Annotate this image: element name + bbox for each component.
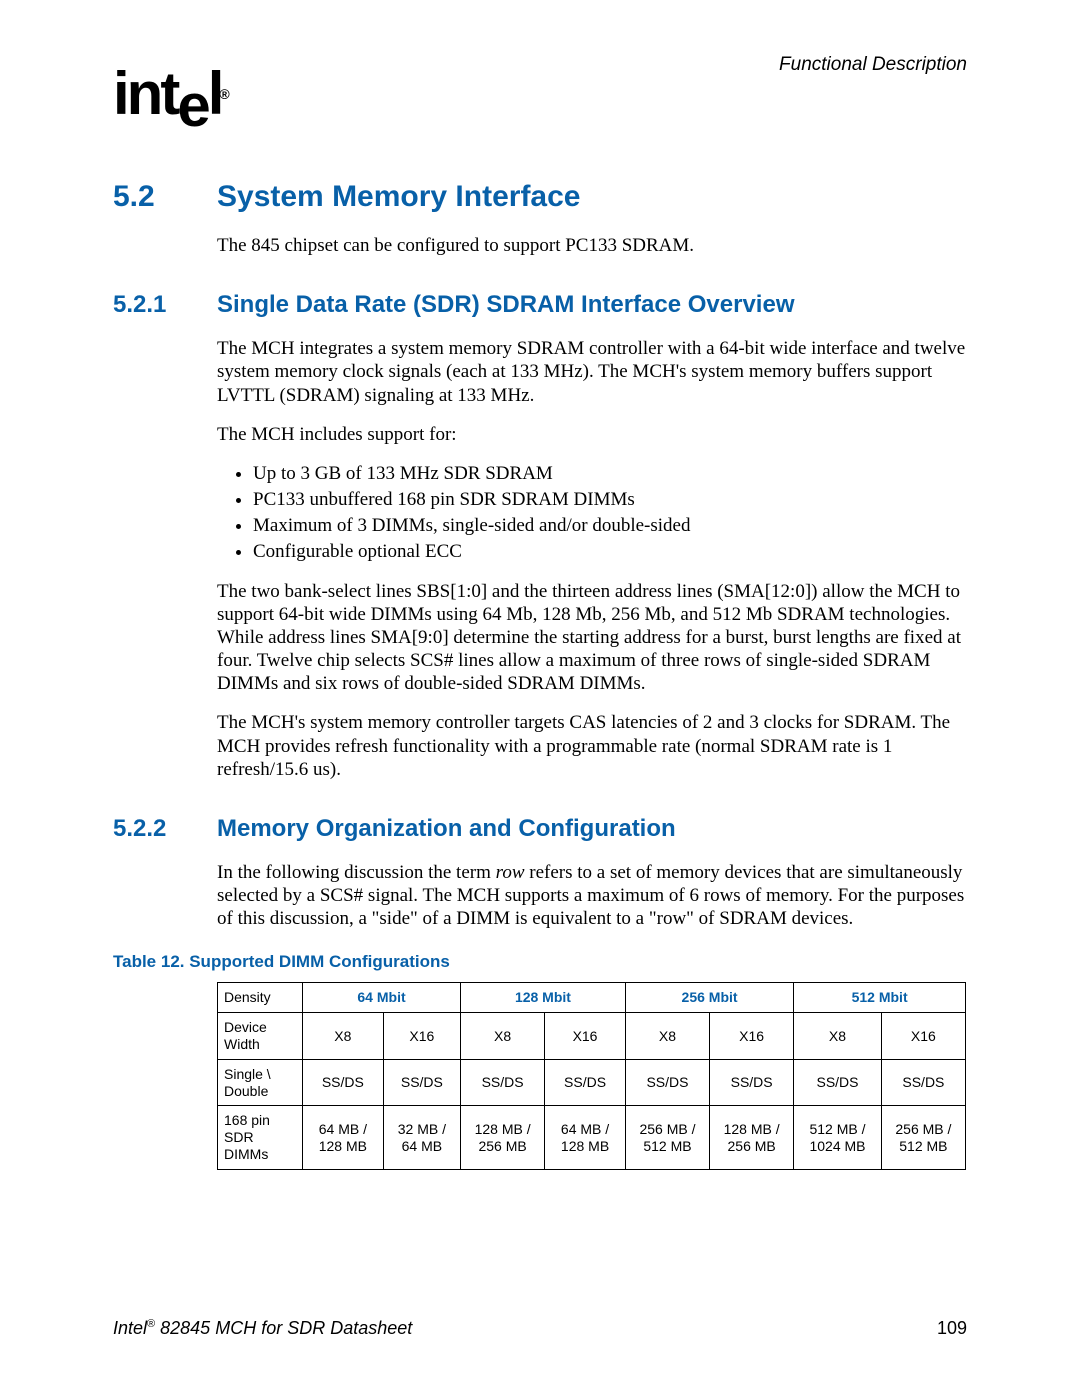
page: Functional Description intel® 5.2 System… (0, 0, 1080, 1397)
table-cell: 64 MB / 128 MB (303, 1106, 384, 1169)
list-item: Maximum of 3 DIMMs, single-sided and/or … (253, 514, 967, 537)
table-caption: Table 12. Supported DIMM Configurations (113, 952, 967, 972)
list-item: Configurable optional ECC (253, 540, 967, 563)
running-header: Functional Description (779, 54, 967, 76)
table-header-cell: 256 Mbit (625, 983, 793, 1013)
table-header-row: Density 64 Mbit 128 Mbit 256 Mbit 512 Mb… (218, 983, 966, 1013)
table-cell: SS/DS (710, 1059, 794, 1106)
table-header-cell: Density (218, 983, 303, 1013)
list-item: Up to 3 GB of 133 MHz SDR SDRAM (253, 462, 967, 485)
table-cell: SS/DS (303, 1059, 384, 1106)
table-cell: X16 (545, 1013, 626, 1060)
table-cell: 512 MB / 1024 MB (794, 1106, 882, 1169)
table-cell: 128 MB / 256 MB (710, 1106, 794, 1169)
table-header-cell: 128 Mbit (461, 983, 626, 1013)
table-cell: X8 (794, 1013, 882, 1060)
paragraph: The 845 chipset can be configured to sup… (217, 234, 967, 257)
page-footer: Intel® 82845 MCH for SDR Datasheet 109 (113, 1318, 967, 1339)
text-run: 82845 MCH for SDR Datasheet (155, 1318, 412, 1338)
table-row: 168 pin SDR DIMMs 64 MB / 128 MB 32 MB /… (218, 1106, 966, 1169)
content-area: 5.2 System Memory Interface The 845 chip… (113, 180, 967, 1170)
table-header-cell: 64 Mbit (303, 983, 461, 1013)
table-cell: X16 (710, 1013, 794, 1060)
table-cell: SS/DS (881, 1059, 965, 1106)
table-cell: SS/DS (794, 1059, 882, 1106)
list-item: PC133 unbuffered 168 pin SDR SDRAM DIMMs (253, 488, 967, 511)
table-cell: X8 (303, 1013, 384, 1060)
subsection-number: 5.2.2 (113, 815, 217, 843)
bullet-list: Up to 3 GB of 133 MHz SDR SDRAM PC133 un… (217, 462, 967, 564)
subsection-body: In the following discussion the term row… (217, 861, 967, 931)
table-cell: 128 MB / 256 MB (461, 1106, 545, 1169)
table-rowhead: Device Width (218, 1013, 303, 1060)
table-cell: SS/DS (545, 1059, 626, 1106)
section-number: 5.2 (113, 180, 217, 214)
text-run: In the following discussion the term (217, 862, 496, 883)
logo-text-drop: e (177, 72, 207, 139)
table-cell: X16 (383, 1013, 460, 1060)
emphasis: row (496, 862, 525, 883)
table-row: Single \ Double SS/DS SS/DS SS/DS SS/DS … (218, 1059, 966, 1106)
table-header-cell: 512 Mbit (794, 983, 966, 1013)
paragraph: The MCH's system memory controller targe… (217, 711, 967, 781)
table-rowhead: 168 pin SDR DIMMs (218, 1106, 303, 1169)
subsection-heading: 5.2.1 Single Data Rate (SDR) SDRAM Inter… (113, 291, 967, 319)
table-cell: SS/DS (383, 1059, 460, 1106)
table-cell: 256 MB / 512 MB (881, 1106, 965, 1169)
section-title: System Memory Interface (217, 180, 581, 214)
text-run: Intel (113, 1318, 147, 1338)
paragraph: The two bank-select lines SBS[1:0] and t… (217, 580, 967, 696)
table-cell: SS/DS (625, 1059, 709, 1106)
section-heading: 5.2 System Memory Interface (113, 180, 967, 214)
subsection-number: 5.2.1 (113, 291, 217, 319)
table-cell: 256 MB / 512 MB (625, 1106, 709, 1169)
dimm-config-table: Density 64 Mbit 128 Mbit 256 Mbit 512 Mb… (217, 982, 966, 1169)
table-rowhead: Single \ Double (218, 1059, 303, 1106)
section-intro: The 845 chipset can be configured to sup… (217, 234, 967, 257)
intel-logo: intel® (113, 64, 229, 124)
table-cell: X8 (461, 1013, 545, 1060)
footer-title: Intel® 82845 MCH for SDR Datasheet (113, 1318, 412, 1339)
paragraph: In the following discussion the term row… (217, 861, 967, 931)
table-cell: X8 (625, 1013, 709, 1060)
logo-text-a: int (113, 60, 177, 127)
subsection-body: The MCH integrates a system memory SDRAM… (217, 337, 967, 781)
table-row: Device Width X8 X16 X8 X16 X8 X16 X8 X16 (218, 1013, 966, 1060)
table-cell: 64 MB / 128 MB (545, 1106, 626, 1169)
table-cell: X16 (881, 1013, 965, 1060)
table-cell: SS/DS (461, 1059, 545, 1106)
registered-icon: ® (219, 86, 226, 102)
subsection-heading: 5.2.2 Memory Organization and Configurat… (113, 815, 967, 843)
paragraph: The MCH integrates a system memory SDRAM… (217, 337, 967, 407)
paragraph: The MCH includes support for: (217, 423, 967, 446)
subsection-title: Memory Organization and Configuration (217, 815, 676, 843)
page-number: 109 (937, 1318, 967, 1339)
table-cell: 32 MB / 64 MB (383, 1106, 460, 1169)
registered-icon: ® (147, 1318, 155, 1330)
subsection-title: Single Data Rate (SDR) SDRAM Interface O… (217, 291, 795, 319)
